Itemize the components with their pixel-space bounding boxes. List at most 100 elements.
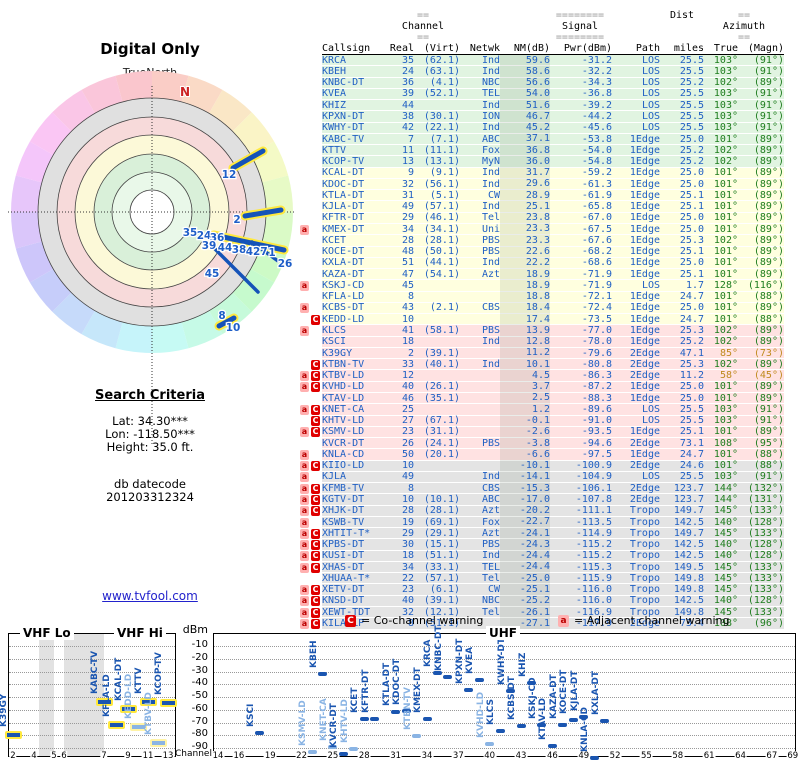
signal-bar — [412, 734, 422, 739]
adjacent-warning-badge: a — [300, 427, 309, 438]
station-label: KTTV — [134, 667, 144, 695]
cell-magn: (89°) — [753, 302, 784, 314]
cell-real: 10 — [401, 460, 414, 472]
table-row: KHIZ 44 Ind 51.6 -39.2 LOS 25.5 103° (91°) — [300, 99, 800, 112]
cell-miles: 25.3 — [679, 234, 704, 246]
cell-pwr: -111.1 — [575, 505, 612, 517]
cell-path: 2Edge — [629, 437, 660, 449]
cell-virt: (34.1) — [423, 223, 460, 235]
col-true: True — [713, 43, 738, 54]
cell-true: 101° — [713, 426, 738, 438]
cell-true: 103° — [713, 54, 738, 66]
cell-callsign: KNBC-DT — [322, 77, 365, 89]
station-label: KTBN-TV — [402, 687, 413, 731]
cell-pwr: -54.0 — [581, 144, 612, 156]
co-channel-warning-badge: C — [311, 562, 320, 573]
cell-miles: 25.1 — [679, 246, 704, 258]
co-channel-warning-badge: C — [311, 359, 320, 370]
cell-nm: -15.3 — [500, 482, 550, 494]
cell-true: 103° — [713, 110, 738, 122]
cell-miles: 24.6 — [679, 460, 704, 472]
cell-nm: 23.8 — [500, 212, 550, 224]
cell-virt: (57.1) — [423, 201, 460, 213]
station-label: KHTV-LD — [339, 699, 350, 744]
table-row: a C KVHD-LD 40 (26.1) 3.7 -87.2 1Edge 25.0 101° (8… — [300, 381, 800, 393]
signal-bar — [579, 715, 589, 720]
adjacent-warning-badge: a — [300, 280, 309, 291]
signal-bar — [338, 751, 348, 756]
cell-path: 2Edge — [629, 617, 660, 629]
table-row: K39GY 2 (39.1) 11.2 -79.6 2Edge 47.1 85° (73°) — [300, 347, 800, 360]
cell-real: 45 — [401, 279, 414, 291]
cell-real: 29 — [401, 527, 414, 539]
cell-path: 1Edge — [629, 201, 660, 213]
adjacent-warning-badge: a — [300, 483, 309, 494]
band-gap — [39, 634, 54, 756]
cell-true: 101° — [713, 167, 738, 179]
cell-netwk: Tel — [481, 572, 500, 584]
table-row: KPXN-DT 38 (30.1) ION 46.7 -44.2 LOS 25.5 103° (9… — [300, 110, 800, 123]
radar-channel-label: 35 — [183, 227, 198, 239]
station-label: KAZA-DT — [548, 674, 559, 719]
adjacent-warning-badge: a — [300, 506, 309, 517]
cell-pwr: -115.2 — [575, 550, 612, 562]
cell-virt: (62.1) — [423, 54, 460, 66]
cell-real: 26 — [401, 437, 414, 449]
cell-netwk: Uni — [481, 223, 500, 235]
cell-nm: -24.3 — [500, 538, 550, 551]
cell-nm: 3.7 — [500, 381, 550, 393]
x-tick-label: 49 — [577, 751, 591, 761]
cell-callsign: KBEH — [322, 65, 347, 77]
table-row: KABC-TV 7 (7.1) ABC 37.1 -53.8 1Edge 25.0 101° (8… — [300, 133, 800, 146]
cell-callsign: KAZA-DT — [322, 268, 365, 280]
cell-pwr: -116.9 — [575, 606, 612, 618]
tvfool-link[interactable]: www.tvfool.com — [102, 589, 198, 603]
cell-real: 32 — [401, 178, 414, 190]
cell-nm: 51.6 — [500, 99, 550, 111]
cell-magn: (89°) — [753, 167, 784, 179]
cell-path: LOS — [641, 110, 660, 122]
cell-nm: 18.9 — [500, 268, 550, 280]
cell-true: 145° — [713, 505, 738, 517]
cell-true: 101° — [713, 291, 738, 303]
col-real: Real — [389, 43, 414, 54]
search-height: Height: 35.0 ft. — [106, 440, 194, 454]
cell-callsign: XEWT-TDT — [322, 606, 371, 618]
signal-bar — [495, 729, 505, 734]
cell-pwr: -44.2 — [581, 110, 612, 122]
cell-path: LOS — [641, 471, 660, 483]
gridline — [214, 748, 795, 749]
cell-true: 102° — [713, 325, 738, 337]
cell-pwr: -67.5 — [581, 223, 612, 235]
radar-channel-label: 38 — [232, 244, 247, 256]
cell-true: 103° — [713, 471, 738, 483]
cell-path: 1Edge — [629, 212, 660, 224]
cell-callsign: KVHD-LD — [322, 381, 365, 393]
table-row: KVEA 39 (52.1) TEL 54.0 -36.8 LOS 25.5 103° (91°) — [300, 88, 800, 101]
cell-magn: (116°) — [747, 279, 784, 291]
cell-netwk: CBS — [481, 302, 500, 314]
co-channel-warning-badge: C — [311, 461, 320, 472]
cell-true: 145° — [713, 561, 738, 573]
cell-netwk: PBS — [481, 539, 500, 551]
cell-true: 101° — [713, 257, 738, 269]
station-label: KVHD-LD — [475, 692, 486, 739]
station-label: KVCR-DT — [329, 703, 340, 748]
table-row: a C XHTIT-T* 29 (29.1) Azt -24.1 -114.9 Tropo 149… — [300, 527, 800, 540]
cell-callsign: KSWB-TV — [322, 516, 365, 528]
table-row: C KEDD-LD 10 17.4 -73.5 1Edge 24.7 101° (88°) — [300, 313, 800, 326]
co-channel-warning-badge: C — [311, 540, 320, 551]
cell-real: 23 — [401, 584, 414, 596]
cell-magn: (91°) — [753, 471, 784, 483]
cell-path: 1Edge — [629, 325, 660, 337]
cell-true: 101° — [713, 133, 738, 145]
cell-miles: 25.0 — [679, 257, 704, 269]
cell-true: 101° — [713, 392, 738, 404]
cell-callsign: KJLA — [322, 471, 347, 483]
table-row: KTTV 11 (11.1) Fox 36.8 -54.0 1Edge 25.2 102° (89… — [300, 144, 800, 157]
col-miles: miles — [673, 43, 704, 54]
north-label: N — [180, 85, 190, 99]
cell-miles: 25.2 — [679, 77, 704, 89]
cell-true: 103° — [713, 403, 738, 415]
radar-channel-label: 1 — [268, 247, 275, 259]
